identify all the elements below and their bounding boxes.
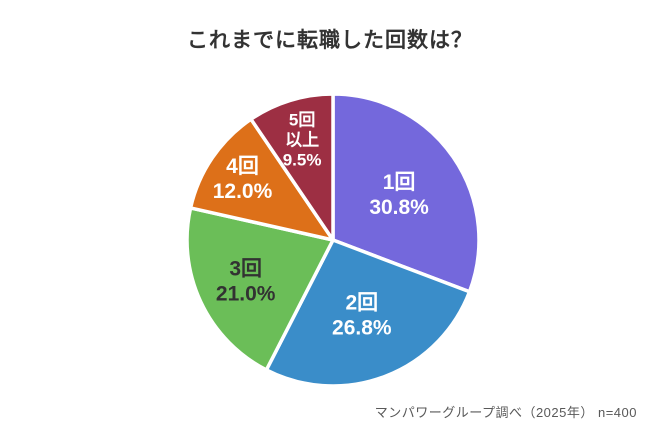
- pie-slice-1回: [331, 92, 481, 294]
- pie-slice-3回: [185, 206, 335, 372]
- chart-title: これまでに転職した回数は？: [187, 29, 473, 52]
- source-note: マンパワーグループ調べ（2025年） n=400: [374, 405, 637, 420]
- pie-slice-2回: [264, 238, 472, 388]
- pie-slice-5回以上: [249, 92, 335, 242]
- pie-slice-4回: [188, 117, 335, 242]
